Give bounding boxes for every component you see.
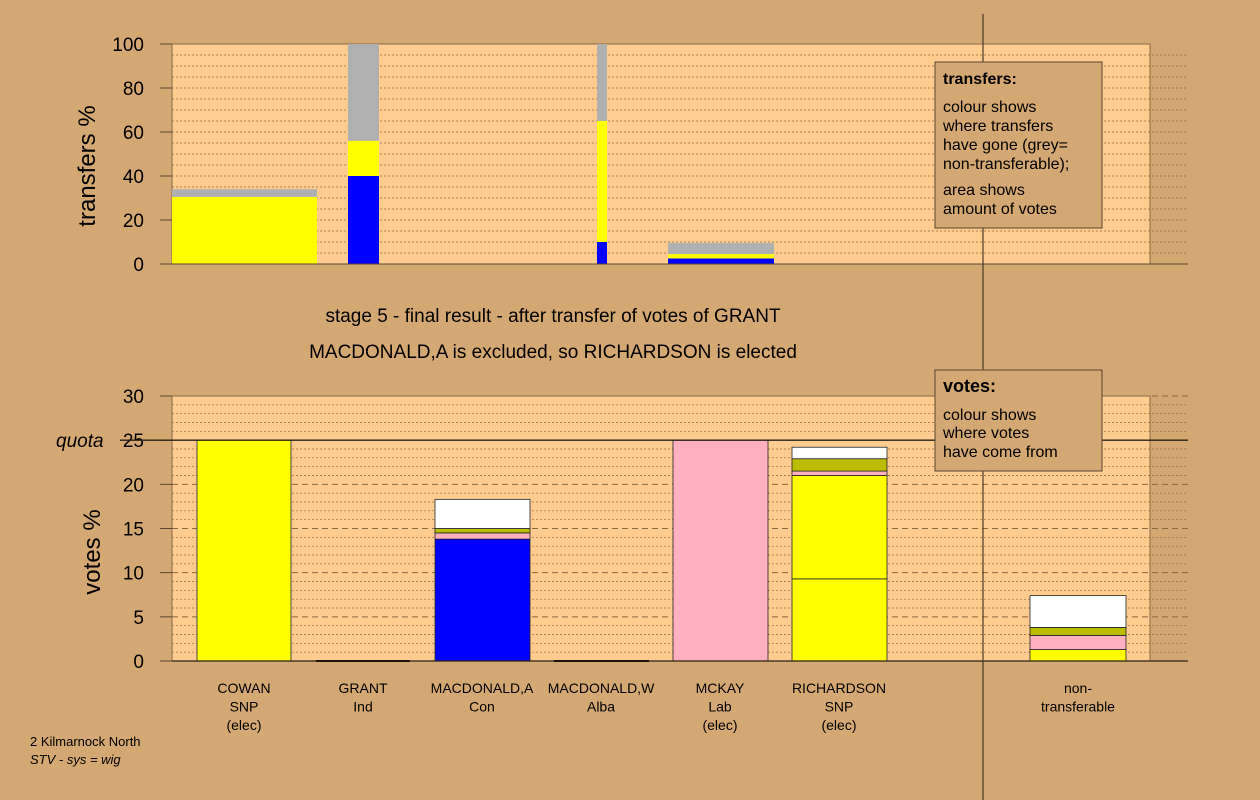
- candidate-label: Con: [469, 699, 495, 715]
- transfers-y-tick: 60: [123, 123, 144, 144]
- candidate-label: COWAN: [217, 680, 270, 696]
- votes-legend-line-2: where votes: [942, 425, 1029, 442]
- transfers-bar-segment: [597, 242, 607, 264]
- footer-system: STV - sys = wig: [30, 752, 121, 767]
- transfers-bar-segment: [172, 196, 317, 264]
- transfers-bar-segment: [668, 254, 774, 259]
- transfers-bar-segment: [348, 176, 379, 264]
- candidate-label: MCKAY: [696, 680, 745, 696]
- transfers-bar-segment: [172, 189, 317, 197]
- candidate-label: MACDONALD,A: [431, 680, 534, 696]
- transfers-legend-line-2: where transfers: [942, 118, 1053, 135]
- votes-y-axis-label: votes %: [79, 509, 106, 594]
- transfers-legend-line-6: amount of votes: [943, 201, 1057, 218]
- votes-bar-segment: [791, 470, 888, 476]
- votes-bar-segment: [1029, 627, 1127, 636]
- candidate-label: non-: [1064, 680, 1092, 696]
- candidate-label: Alba: [587, 699, 615, 715]
- transfers-legend-line-5: area shows: [943, 182, 1025, 199]
- transfers-y-tick: 0: [133, 255, 144, 276]
- candidate-label: GRANT: [339, 680, 388, 696]
- candidate-label: Lab: [708, 699, 732, 715]
- votes-y-tick: 30: [123, 387, 144, 408]
- transfers-legend-line-4: non-transferable);: [943, 156, 1069, 173]
- candidate-label: (elec): [821, 717, 856, 733]
- votes-y-tick: 5: [133, 608, 144, 629]
- transfers-bar-segment: [668, 258, 774, 264]
- transfers-y-tick: 100: [112, 35, 144, 56]
- votes-bar-segment: [434, 498, 531, 529]
- votes-bar-segment: [1029, 649, 1127, 662]
- votes-y-tick: 15: [123, 520, 144, 541]
- votes-y-tick: 20: [123, 475, 144, 496]
- transfers-bar-segment: [597, 44, 607, 121]
- votes-y-tick: 25: [123, 431, 144, 452]
- candidate-label: RICHARDSON: [792, 680, 886, 696]
- transfers-bar-segment: [348, 140, 379, 176]
- votes-y-tick: 10: [123, 564, 144, 585]
- votes-legend: votes: colour shows where votes have com…: [934, 369, 1103, 472]
- votes-y-tick: 0: [133, 652, 144, 673]
- transfers-bar-segment: [597, 121, 607, 242]
- votes-bar-segment: [791, 475, 888, 580]
- transfers-legend-title: transfers:: [943, 71, 1017, 88]
- votes-bar-segment: [672, 439, 769, 662]
- votes-bar-segment: [1029, 595, 1127, 628]
- votes-bar-segment: [434, 538, 531, 662]
- transfers-bar-segment: [668, 243, 774, 255]
- votes-legend-line-1: colour shows: [943, 407, 1036, 424]
- candidate-label: SNP: [825, 699, 854, 715]
- transfers-legend-line-1: colour shows: [943, 99, 1036, 116]
- votes-bar-segment: [791, 446, 888, 460]
- candidate-label: Ind: [353, 699, 372, 715]
- votes-bar-segment: [1029, 634, 1127, 650]
- transfers-legend: transfers: colour shows where transfers …: [934, 61, 1103, 229]
- candidate-label: transferable: [1041, 699, 1115, 715]
- votes-legend-line-3: have come from: [943, 444, 1058, 461]
- footer-constituency: 2 Kilmarnock North: [30, 734, 141, 749]
- votes-bar-segment: [196, 439, 292, 662]
- candidate-label: MACDONALD,W: [548, 680, 655, 696]
- transfers-y-tick: 20: [123, 211, 144, 232]
- votes-bar-segment: [791, 458, 888, 472]
- votes-bar-segment: [434, 528, 531, 534]
- transfers-legend-line-3: have gone (grey=: [943, 137, 1068, 154]
- quota-label: quota: [56, 431, 104, 452]
- candidate-label: (elec): [226, 717, 261, 733]
- transfers-y-tick: 40: [123, 167, 144, 188]
- candidate-label: SNP: [230, 699, 259, 715]
- stage-line-2: MACDONALD,A is excluded, so RICHARDSON i…: [309, 342, 797, 363]
- transfers-bar-segment: [348, 44, 379, 141]
- candidate-label: (elec): [702, 717, 737, 733]
- stage-line-1: stage 5 - final result - after transfer …: [325, 306, 781, 327]
- votes-bar-segment: [434, 532, 531, 540]
- votes-legend-title: votes:: [943, 376, 996, 396]
- transfers-y-tick: 80: [123, 79, 144, 100]
- votes-bar-segment: [791, 578, 888, 662]
- transfers-y-axis-label: transfers %: [74, 105, 101, 226]
